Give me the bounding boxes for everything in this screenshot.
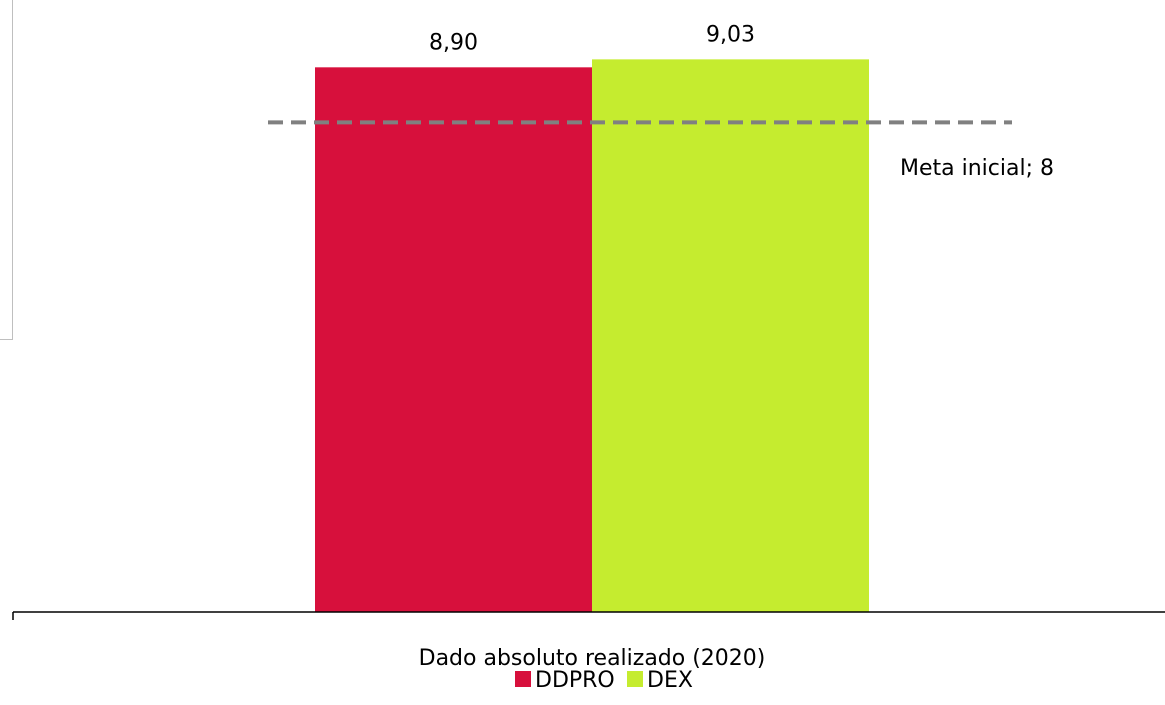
bar-labels-group: 8,90 9,03	[429, 22, 755, 55]
legend: DDPRO DEX	[515, 668, 693, 693]
side-panel-frame	[0, 0, 13, 340]
legend-label-ddpro: DDPRO	[535, 668, 615, 693]
meta-reference-label: Meta inicial; 8	[900, 156, 1054, 181]
legend-swatch-ddpro	[515, 671, 531, 687]
bars-group	[315, 59, 869, 612]
legend-swatch-dex	[627, 671, 643, 687]
category-label: Dado absoluto realizado (2020)	[419, 646, 766, 671]
bar-value-label-dex: 9,03	[706, 22, 755, 47]
bar-dex	[592, 59, 869, 612]
bar-ddpro	[315, 67, 592, 612]
bar-value-label-ddpro: 8,90	[429, 30, 478, 55]
legend-label-dex: DEX	[647, 668, 693, 693]
